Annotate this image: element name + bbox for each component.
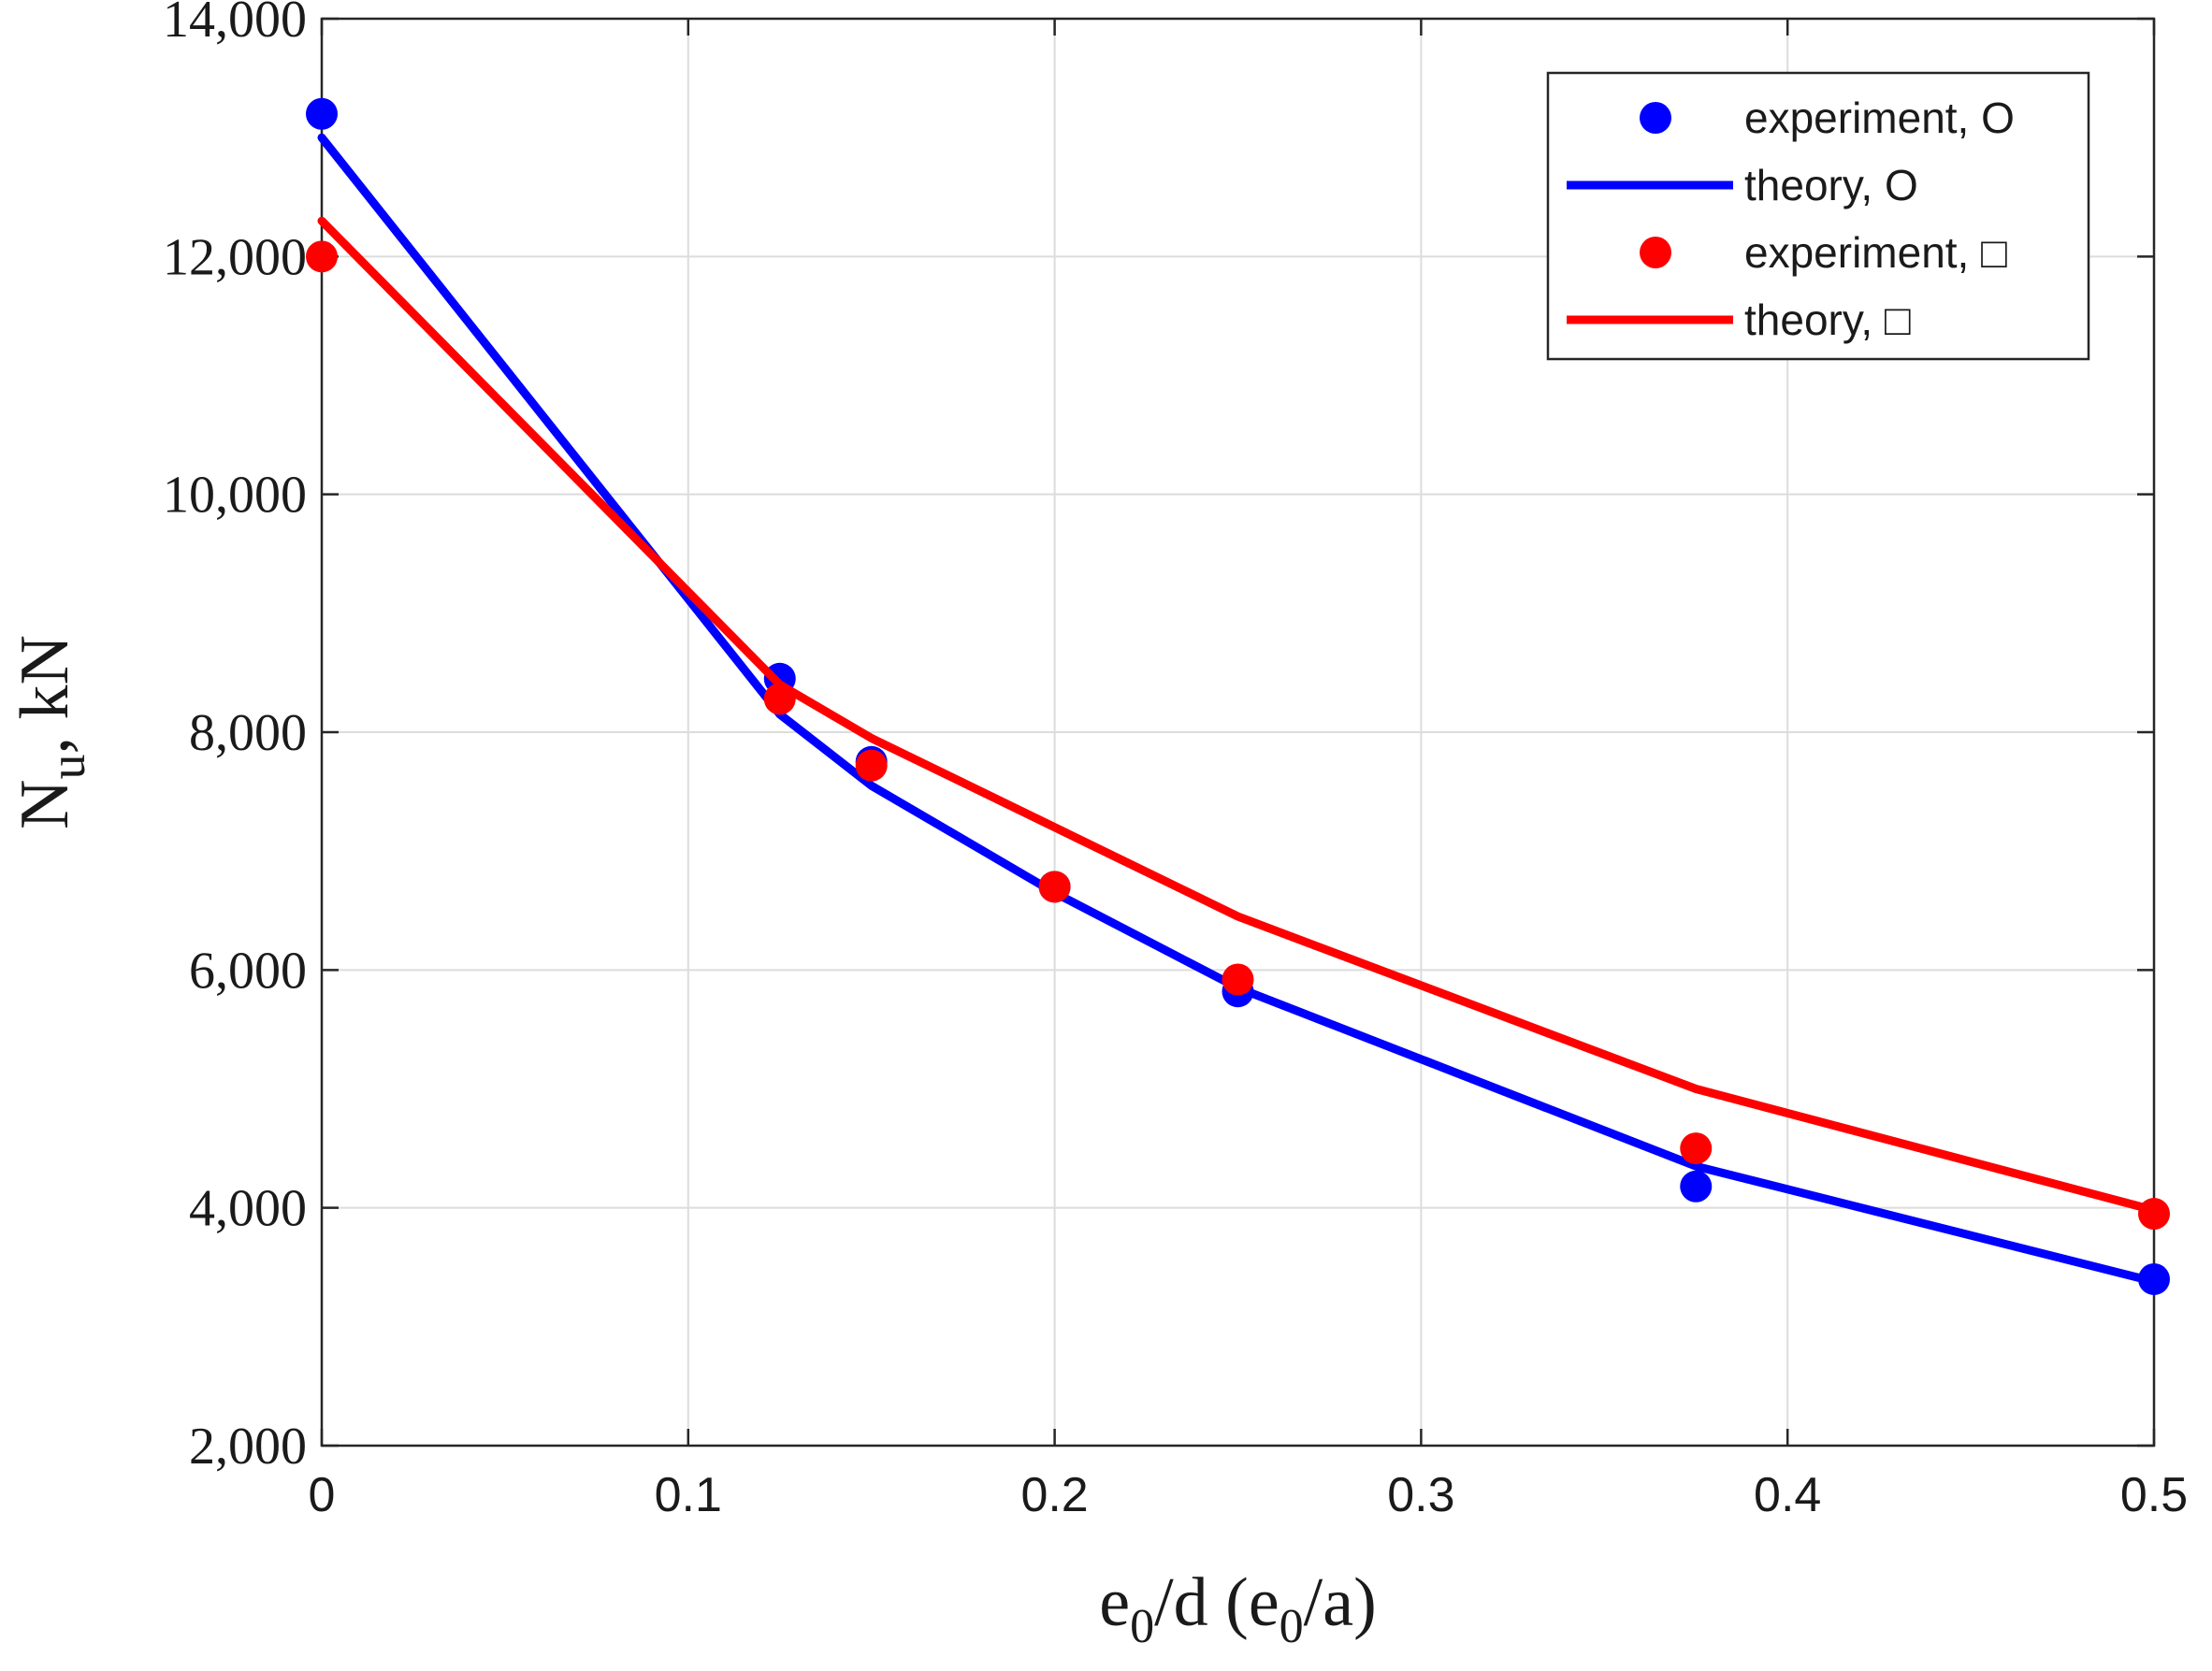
y-tick-label: 2,000: [189, 1418, 307, 1476]
y-axis-title-subscript: u: [39, 755, 95, 780]
x-axis-title: e0/d (e0/a): [1099, 1564, 1376, 1653]
y-tick-label: 6,000: [189, 942, 307, 1000]
legend: experiment, O theory, O experiment, □ theor…: [1546, 71, 2090, 361]
y-axis-title-part: , kN: [7, 635, 83, 754]
x-axis-title-subscript: 0: [1130, 1600, 1154, 1653]
x-axis-title-part: e: [1099, 1564, 1130, 1641]
legend-marker-swatch: [1640, 237, 1671, 268]
x-axis-title-subscript: 0: [1279, 1600, 1304, 1653]
x-tick-label: 0.4: [1754, 1468, 1821, 1522]
series-line-3: [317, 216, 2159, 1215]
x-axis-title-part: /a): [1304, 1564, 1377, 1641]
data-point: [306, 240, 338, 273]
x-axis-title-part: /d (e: [1154, 1564, 1279, 1641]
series-layer: [306, 97, 2170, 1295]
data-point: [1680, 1132, 1713, 1165]
data-point: [1038, 871, 1071, 903]
y-tick-label: 10,000: [163, 467, 307, 525]
legend-label: theory, O: [1744, 161, 1918, 209]
data-point: [1222, 963, 1254, 996]
x-tick-label: 0.2: [1020, 1468, 1088, 1522]
legend-box: [1546, 71, 2090, 361]
y-tick-label: 4,000: [189, 1180, 307, 1238]
x-tick-label: 0: [309, 1468, 336, 1522]
legend-marker-swatch: [1640, 102, 1671, 134]
y-tick-label: 14,000: [163, 0, 307, 49]
y-tick-label: 12,000: [163, 228, 307, 286]
series-markers-2: [306, 240, 2170, 1231]
data-point: [855, 749, 888, 782]
y-axis-title-part: N: [7, 780, 83, 829]
x-tick-label: 0.1: [655, 1468, 722, 1522]
y-tick-label: 8,000: [189, 704, 307, 762]
data-point: [306, 97, 338, 130]
legend-label: experiment, O: [1744, 94, 2015, 142]
legend-label: experiment, □: [1744, 228, 2007, 277]
legend-label: theory, □: [1744, 295, 1911, 344]
x-tick-label: 0.3: [1387, 1468, 1454, 1522]
tick-labels: 0 0.1 0.2 0.3 0.4 0.5 2,000 4,000 6,000 8,000 10,0…: [163, 0, 2188, 1522]
y-axis-title: Nu, kN: [7, 635, 95, 829]
data-point: [1680, 1170, 1713, 1203]
x-tick-label: 0.5: [2120, 1468, 2188, 1522]
